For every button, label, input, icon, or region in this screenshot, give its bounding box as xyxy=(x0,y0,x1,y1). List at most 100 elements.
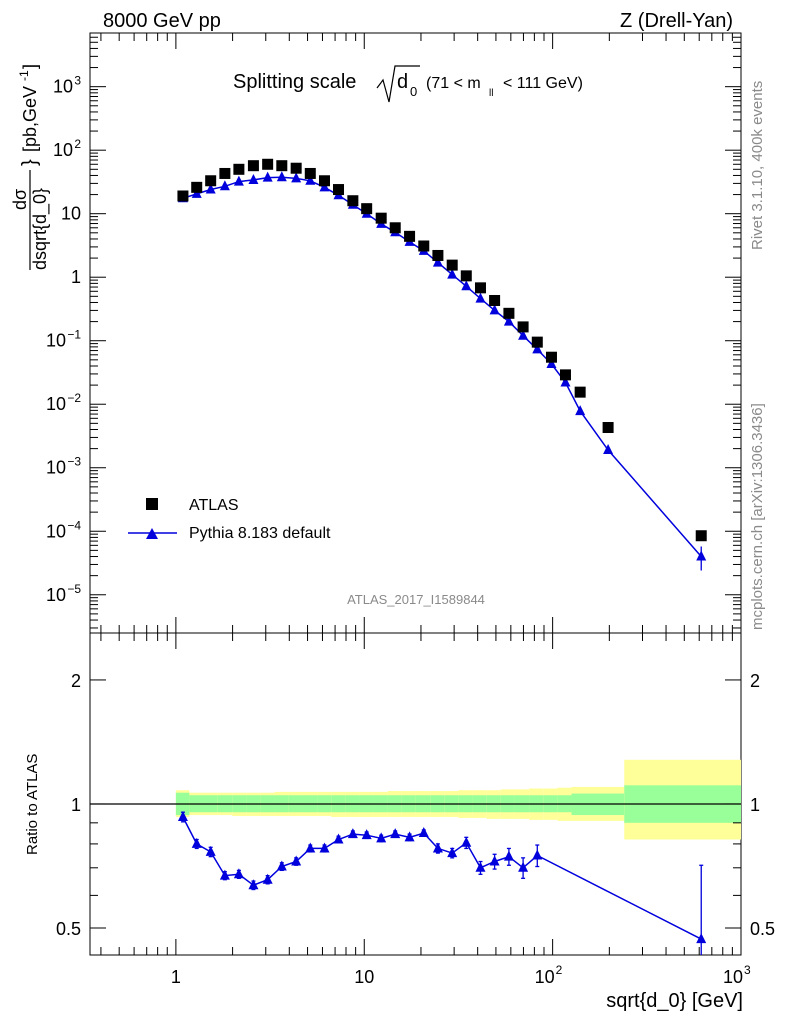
atlas-point xyxy=(247,160,259,172)
main-y-axis-label: dσ dsqrt{d_0} } [pb,GeV -1 ] xyxy=(10,64,51,270)
y-tick-label: 10 xyxy=(53,77,73,97)
ratio-tick-label-right: 2 xyxy=(750,671,760,691)
x-tick-label: 10 xyxy=(535,967,555,987)
atlas-point xyxy=(474,282,486,294)
x-tick-label-exponent: 3 xyxy=(744,963,751,977)
atlas-point xyxy=(304,167,316,179)
atlas-point xyxy=(347,195,359,207)
atlas-point xyxy=(276,160,288,172)
pythia-point xyxy=(262,171,273,182)
ratio-point xyxy=(489,855,500,866)
ratio-point xyxy=(347,828,358,839)
plot-title-cut-open: (71 < m xyxy=(426,75,481,92)
ratio-point xyxy=(319,842,330,853)
atlas-point xyxy=(404,230,416,242)
main-plot-frame xyxy=(89,32,742,634)
x-tick-label-exponent: 2 xyxy=(556,963,563,977)
plot-title: Splitting scale xyxy=(233,71,356,93)
atlas-point xyxy=(559,369,571,381)
y-tick-label-exponent: −5 xyxy=(67,582,81,596)
atlas-point xyxy=(262,158,274,170)
ratio-tick-label-left: 1 xyxy=(71,795,81,815)
ratio-point xyxy=(503,850,514,861)
atlas-point xyxy=(177,190,189,202)
x-tick-label: 10 xyxy=(723,967,743,987)
plot-title-symbol: d xyxy=(397,71,408,93)
x-axis-label: sqrt{d_0} [GeV] xyxy=(606,990,743,1012)
ratio-point xyxy=(361,829,372,840)
ratio-tick-labels: 0.5 0.5 1 1 2 2 xyxy=(56,671,775,939)
y-label-units-close: ] xyxy=(20,64,40,69)
sqrt-sign-icon xyxy=(376,65,420,103)
legend-atlas-label: ATLAS xyxy=(189,497,239,514)
atlas-point xyxy=(602,422,614,434)
ratio-point xyxy=(475,861,486,872)
pythia-point xyxy=(305,174,316,185)
pythia-point xyxy=(475,292,486,303)
plot-title-cut-sub: ll xyxy=(489,88,493,99)
pythia-point xyxy=(489,304,500,315)
plot-title-subscript: 0 xyxy=(410,84,417,99)
y-tick-label-exponent: 2 xyxy=(74,137,81,151)
pythia-series-main xyxy=(177,171,707,571)
ratio-point xyxy=(404,831,415,842)
y-tick-label: 10 xyxy=(46,458,66,478)
pythia-point xyxy=(518,329,529,340)
ratio-point xyxy=(532,849,543,860)
y-tick-label: 10 xyxy=(46,394,66,414)
pythia-line xyxy=(182,176,702,557)
pythia-point xyxy=(276,171,287,182)
pythia-series-ratio xyxy=(177,810,707,955)
atlas-point xyxy=(489,294,501,306)
y-tick-label: 1 xyxy=(71,267,81,287)
y-label-numerator: dσ xyxy=(10,189,30,210)
atlas-point xyxy=(389,222,401,234)
ratio-point xyxy=(461,836,472,847)
atlas-point xyxy=(432,249,444,261)
atlas-point xyxy=(503,307,515,319)
pythia-point xyxy=(233,175,244,186)
pythia-point xyxy=(560,376,571,387)
x-tick-label: 10 xyxy=(354,967,374,987)
pythia-point xyxy=(546,357,557,368)
pythia-point xyxy=(575,405,586,416)
pythia-point xyxy=(432,256,443,267)
atlas-point xyxy=(418,240,430,252)
pythia-point xyxy=(291,172,302,183)
ratio-point xyxy=(233,868,244,879)
atlas-point xyxy=(318,175,330,187)
process-name-label: Z (Drell-Yan) xyxy=(620,10,733,32)
ratio-point xyxy=(333,833,344,844)
atlas-point xyxy=(517,321,529,333)
atlas-series-main xyxy=(177,158,707,542)
y-tick-label-exponent: −3 xyxy=(67,455,81,469)
y-tick-label: 10 xyxy=(53,140,73,160)
atlas-point xyxy=(695,530,707,542)
pythia-point xyxy=(205,183,216,194)
x-tick-labels: 1 10 10 2 10 3 xyxy=(171,963,751,987)
y-label-units: [pb,GeV xyxy=(20,86,40,152)
y-label-units-exponent: -1 xyxy=(17,70,31,81)
y-tick-label: 10 xyxy=(46,585,66,605)
plot-title-text: Splitting scale xyxy=(233,71,356,93)
atlas-point xyxy=(361,203,373,215)
atlas-point xyxy=(191,181,203,193)
atlas-point xyxy=(446,259,458,271)
pythia-point xyxy=(248,173,259,184)
ratio-point xyxy=(518,861,529,872)
ratio-point xyxy=(205,845,216,856)
mcplots-label: mcplots.cern.ch [arXiv:1306.3436] xyxy=(749,403,766,630)
y-tick-label-exponent: −4 xyxy=(67,518,81,532)
ratio-point xyxy=(248,879,259,890)
atlas-point xyxy=(574,386,586,398)
pythia-point xyxy=(503,315,514,326)
ratio-point xyxy=(276,860,287,871)
atlas-point xyxy=(205,175,217,187)
ratio-point xyxy=(376,832,387,843)
y-tick-label-exponent: −2 xyxy=(67,391,81,405)
legend-pythia-marker xyxy=(146,528,158,539)
atlas-point xyxy=(333,184,345,196)
legend-pythia-label: Pythia 8.183 default xyxy=(189,525,331,542)
pythia-point xyxy=(447,268,458,279)
